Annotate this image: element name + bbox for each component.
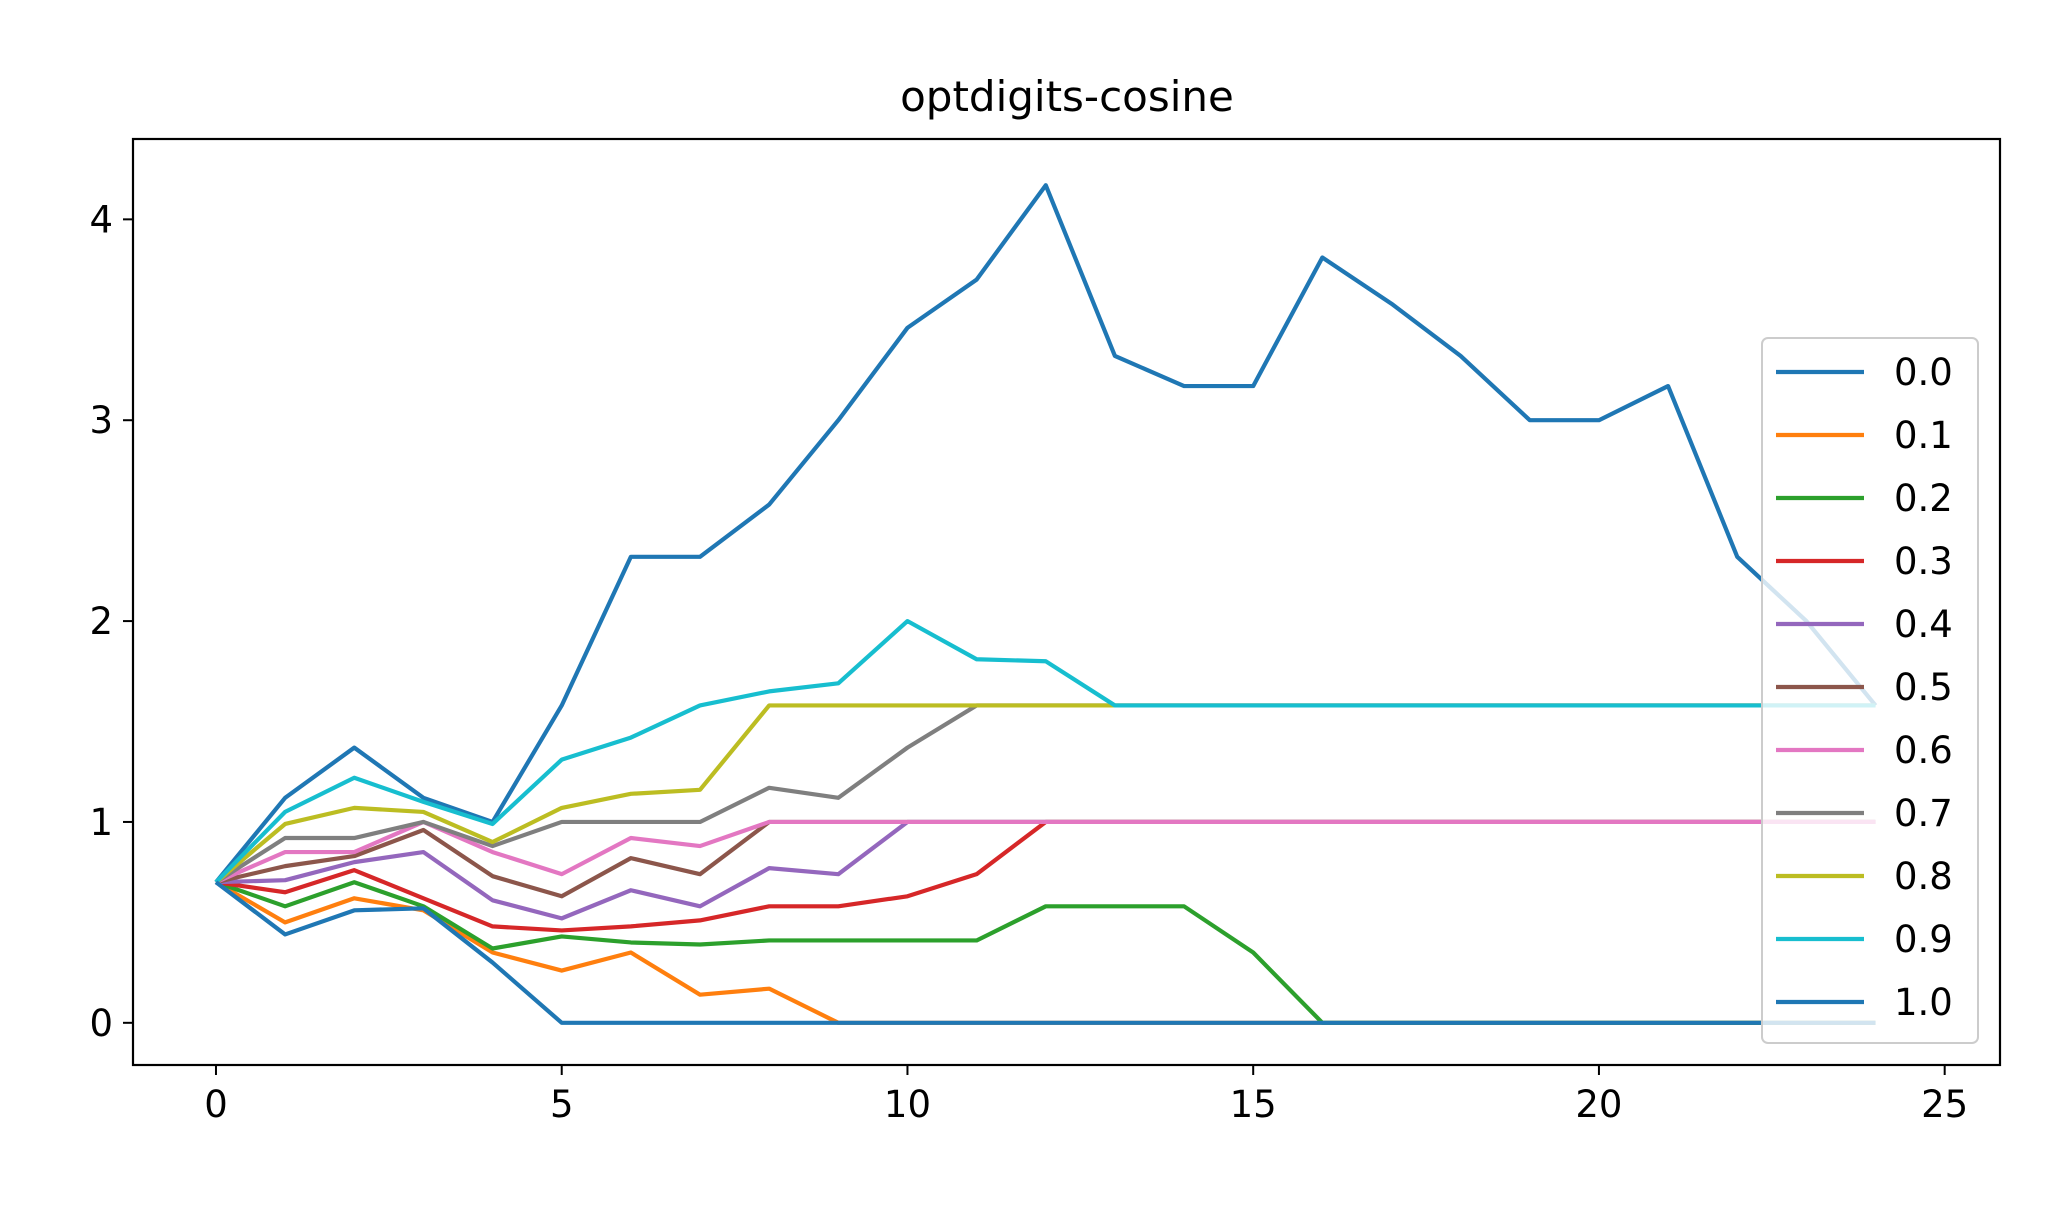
series-line-10 [214,880,1876,1025]
x-tick-label: 0 [204,1083,228,1126]
x-tick-label: 15 [1230,1083,1277,1126]
legend-label-4: 0.4 [1894,603,1953,646]
x-tick-label: 20 [1575,1083,1622,1126]
y-tick-label: 1 [89,801,113,844]
series-line-1 [214,880,1876,1025]
x-tick-label: 10 [884,1083,931,1126]
legend-label-8: 0.8 [1894,855,1953,898]
legend-label-0: 0.0 [1894,351,1953,394]
y-tick-label: 2 [89,600,113,643]
chart-title: optdigits-cosine [900,72,1234,121]
series-line-6 [215,819,1876,885]
legend-label-7: 0.7 [1894,792,1953,835]
series-layer [214,183,1878,1025]
y-tick-label: 0 [89,1002,113,1045]
legend: 0.0 0.1 0.2 0.3 0.4 0.5 0.6 0.7 0.8 0.9 1.0 [1761,337,1979,1044]
legend-label-9: 0.9 [1894,918,1953,961]
legend-label-3: 0.3 [1894,540,1953,583]
legend-box [1761,337,1979,1044]
legend-label-6: 0.6 [1894,729,1953,772]
legend-label-1: 0.1 [1894,414,1953,457]
series-line-9 [214,618,1876,884]
series-line-5 [215,819,1876,899]
x-tick-label: 5 [550,1083,574,1126]
legend-label-2: 0.2 [1894,477,1953,520]
plot-area-frame [131,137,2002,1067]
series-line-2 [215,880,1876,1025]
axis-ticks: 0 5 10 15 20 25 0 1 2 3 4 [89,198,1968,1126]
y-tick-label: 4 [89,198,113,241]
x-tick-label: 25 [1921,1083,1968,1126]
legend-label-5: 0.5 [1894,666,1953,709]
series-line-0 [214,183,1878,884]
legend-label-10: 1.0 [1894,981,1953,1024]
y-tick-label: 3 [89,399,113,442]
